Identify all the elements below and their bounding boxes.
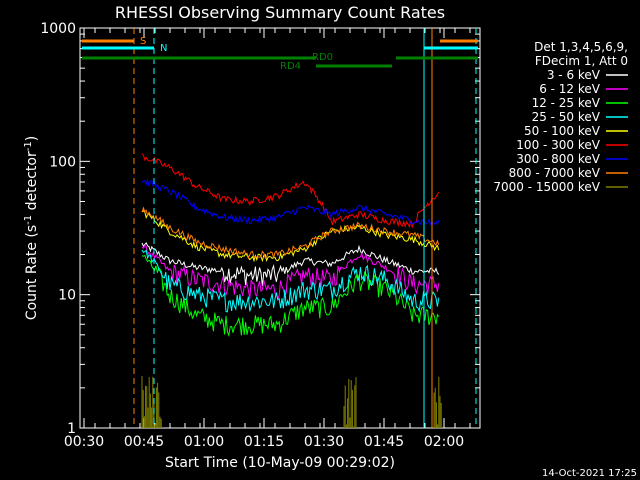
x-axis-label: Start Time (10-May-09 00:29:02) (165, 455, 395, 471)
x-tick-label: 01:45 (364, 434, 404, 450)
series-line-5 (141, 153, 440, 229)
y-axis-label: Count Rate (s-1 detector-1) (23, 136, 40, 320)
timestamp: 14-Oct-2021 17:25 (542, 468, 637, 479)
series-line-6 (141, 178, 440, 226)
legend-label-6: 300 - 800 keV (516, 152, 600, 166)
x-tick-label: 00:30 (64, 434, 104, 450)
series-line-4 (141, 210, 440, 263)
series-line-7 (141, 206, 440, 259)
rd4-flag-label: RD4 (280, 61, 301, 72)
legend-label-3: 25 - 50 keV (532, 110, 601, 124)
y-tick-label: 10 (58, 288, 76, 304)
legend-label-5: 100 - 300 keV (516, 138, 600, 152)
legend-label-7: 800 - 7000 keV (509, 166, 601, 180)
x-tick-label: 01:30 (304, 434, 344, 450)
y-tick-label: 1000 (40, 21, 76, 37)
series-group (141, 153, 442, 428)
y-tick-label: 100 (49, 154, 76, 170)
y-axis-label-main: Count Rate (s (24, 225, 40, 320)
y-axis-label-sup1: -1 (23, 215, 34, 225)
legend-label-1: 6 - 12 keV (539, 82, 601, 96)
legend-label-8: 7000 - 15000 keV (493, 180, 600, 194)
series-line-3 (141, 249, 440, 313)
legend-label-4: 50 - 100 keV (524, 124, 601, 138)
series-line-2 (141, 254, 440, 338)
legend-header-1: Det 1,3,4,5,6,9, (534, 40, 628, 54)
y-axis-label-end: ) (24, 136, 40, 141)
x-tick-label: 02:00 (424, 434, 464, 450)
y-axis: 1 10 100 1000 (40, 21, 480, 437)
x-tick-label: 01:15 (244, 434, 284, 450)
plot-frame (79, 27, 481, 429)
night-flag-label: N (160, 43, 167, 54)
chart-title: RHESSI Observing Summary Count Rates (115, 3, 445, 22)
legend-header-2: FDecim 1, Att 0 (535, 54, 628, 68)
series-line-1 (141, 244, 440, 301)
x-tick-label: 01:00 (184, 434, 224, 450)
x-axis: 00:30 00:45 01:00 01:15 01:30 01:45 02:00 (64, 28, 471, 450)
markers-group: S N RD0 RD4 (82, 28, 478, 428)
legend: Det 1,3,4,5,6,9, FDecim 1, Att 0 3 - 6 k… (493, 40, 628, 194)
legend-label-2: 12 - 25 keV (532, 96, 601, 110)
legend-label-0: 3 - 6 keV (547, 68, 601, 82)
rd0-flag-label: RD0 (312, 52, 333, 63)
y-tick-label: 1 (67, 421, 76, 437)
y-axis-label-mid: detector (24, 151, 40, 215)
y-axis-label-sup2: -1 (23, 141, 34, 151)
series-line-0 (141, 241, 440, 287)
x-tick-label: 00:45 (124, 434, 164, 450)
plot-area: S N RD0 RD4 (82, 28, 478, 428)
saa-flag-label: S (140, 36, 146, 47)
